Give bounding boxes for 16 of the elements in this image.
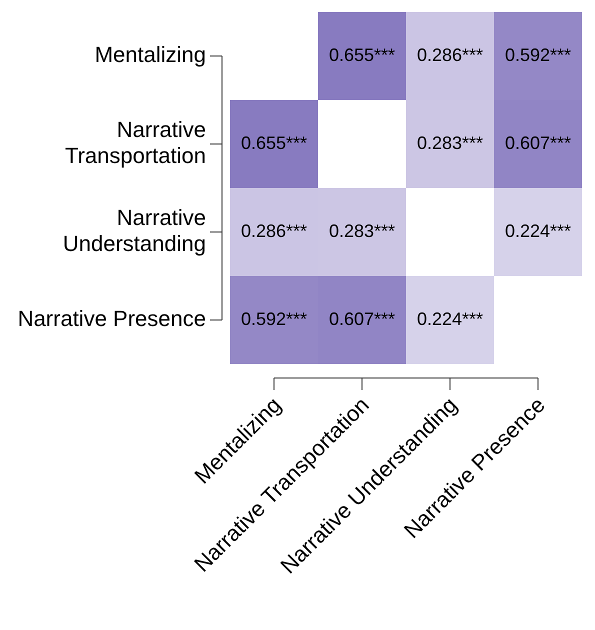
data-label: 0.607*** (328, 308, 396, 329)
data-label: 0.283*** (328, 220, 396, 241)
data-label: 0.592*** (504, 44, 572, 65)
y-tick-label: Mentalizing (94, 42, 206, 68)
y-tick-label: Narrative Transportation (64, 117, 206, 168)
data-label: 0.283*** (416, 132, 484, 153)
y-tick-label: Narrative Presence (18, 306, 206, 332)
data-label: 0.607*** (504, 132, 572, 153)
data-label: 0.286*** (416, 44, 484, 65)
data-label: 0.286*** (240, 220, 308, 241)
data-label: 0.224*** (416, 308, 484, 329)
data-label: 0.655*** (240, 132, 308, 153)
data-label: 0.592*** (240, 308, 308, 329)
data-label: 0.655*** (328, 44, 396, 65)
y-tick-label: Narrative Understanding (62, 205, 206, 256)
data-label: 0.224*** (504, 220, 572, 241)
